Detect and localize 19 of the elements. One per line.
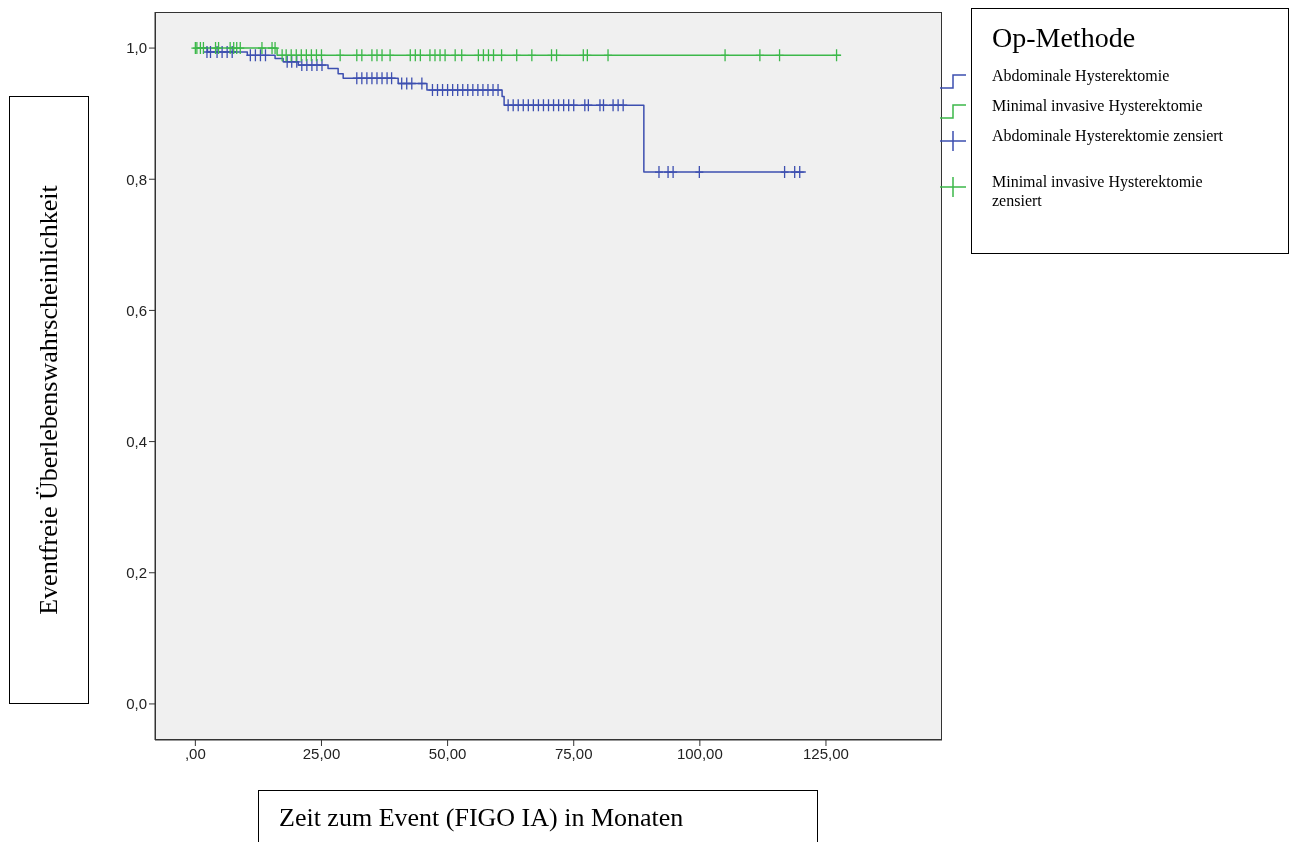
x-tick-label: 75,00 [554, 744, 593, 762]
y-tick-label: 0,8 [126, 170, 147, 188]
x-tick-label: 25,00 [302, 744, 341, 762]
legend-label: Minimal invasive Hysterektomie zensiert [992, 172, 1204, 210]
x-tick-label: 50,00 [428, 744, 467, 762]
legend-title: Op-Methode [992, 22, 1136, 54]
x-tick-label: 125,00 [803, 744, 849, 762]
legend-label: Abdominale Hysterektomie [992, 66, 1171, 85]
x-axis-title: Zeit zum Event (FIGO IA) in Monaten [258, 790, 818, 842]
y-tick-label: 1,0 [126, 39, 147, 57]
legend-label: Minimal invasive Hysterektomie [992, 96, 1204, 115]
y-axis-title: Eventfreie Überlebenswahrscheinlichkeit [34, 185, 64, 615]
legend-label: Abdominale Hysterektomie zensiert [992, 126, 1225, 145]
y-tick-label: 0,4 [126, 432, 147, 450]
y-tick-label: 0,6 [126, 301, 147, 319]
x-tick-label: ,00 [184, 744, 206, 762]
y-tick-label: 0,0 [126, 695, 147, 713]
x-tick-label: 100,00 [676, 744, 723, 762]
y-tick-label: 0,2 [126, 564, 147, 582]
